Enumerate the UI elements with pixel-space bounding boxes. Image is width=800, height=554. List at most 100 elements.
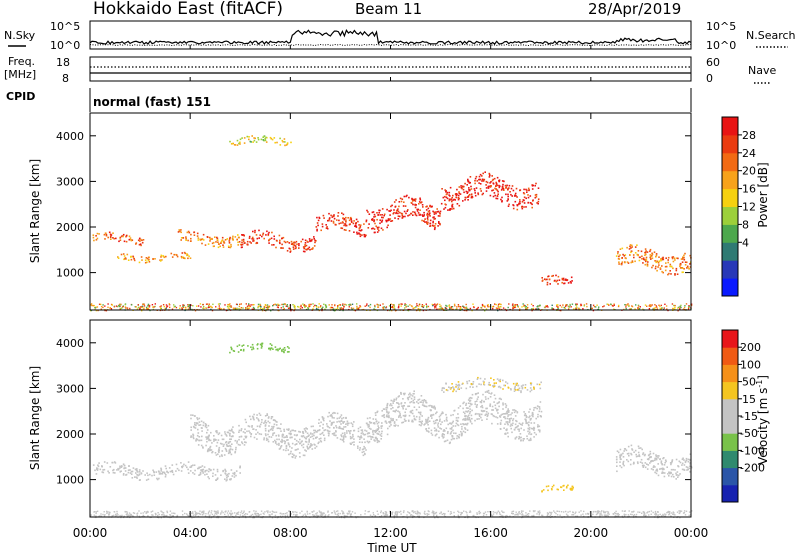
heatmap-cell [109,466,112,468]
heatmap-cell [392,400,394,402]
heatmap-cell [303,247,305,250]
heatmap-cell [689,254,691,257]
heatmap-cell [501,413,504,415]
heatmap-cell [159,306,161,308]
heatmap-cell [440,511,442,513]
heatmap-cell [238,431,240,433]
heatmap-cell [372,211,375,213]
heatmap-cell [331,304,333,306]
heatmap-cell [539,415,542,417]
heatmap-cell [467,180,470,183]
heatmap-cell [220,434,223,437]
heatmap-cell [508,418,511,420]
heatmap-cell [477,192,479,194]
heatmap-cell [380,432,383,435]
heatmap-cell [298,247,300,249]
heatmap-cell [168,304,171,306]
heatmap-cell [376,439,378,442]
heatmap-cell [148,256,150,259]
heatmap-cell [283,138,286,140]
heatmap-cell [338,420,340,423]
heatmap-cell [658,256,660,258]
heatmap-cell [268,421,271,424]
heatmap-cell [403,201,405,203]
heatmap-cell [469,408,471,410]
heatmap-cell [207,243,210,245]
heatmap-cell [466,417,469,420]
heatmap-cell [340,307,343,309]
heatmap-cell [664,461,666,464]
heatmap-cell [503,384,505,387]
heatmap-cell [258,433,261,435]
heatmap-cell [681,468,684,471]
heatmap-cell [299,431,302,433]
heatmap-cell [580,514,582,516]
heatmap-cell [464,417,467,420]
heatmap-cell [541,514,543,516]
heatmap-cell [480,416,482,419]
heatmap-cell [128,465,130,467]
heatmap-cell [388,305,391,307]
heatmap-cell [353,220,355,222]
heatmap-cell [516,420,518,423]
heatmap-cell [310,303,312,306]
heatmap-cell [482,410,485,412]
heatmap-cell [376,212,378,214]
heatmap-cell [251,135,253,137]
heatmap-cell [515,511,517,513]
heatmap-cell [506,410,509,412]
heatmap-cell [391,512,393,514]
heatmap-cell [283,240,286,243]
heatmap-cell [504,432,507,435]
heatmap-cell [516,196,518,198]
heatmap-cell [301,440,303,442]
heatmap-cell [516,425,519,428]
heatmap-cell [409,411,412,413]
heatmap-cell [500,414,503,416]
heatmap-cell [318,438,321,440]
heatmap-cell [206,236,209,238]
heatmap-cell [502,404,504,406]
heatmap-cell [596,304,598,306]
heatmap-cell [116,512,118,515]
heatmap-cell [390,419,393,421]
heatmap-cell [337,306,339,308]
heatmap-cell [284,440,287,443]
heatmap-cell [468,193,471,196]
heatmap-cell [400,416,402,419]
heatmap-cell [324,429,327,431]
heatmap-cell [465,510,467,513]
heatmap-cell [187,468,189,471]
heatmap-cell [474,189,476,192]
heatmap-cell [278,444,280,446]
heatmap-cell [205,444,207,447]
heatmap-cell [677,306,680,309]
heatmap-cell [506,184,508,187]
heatmap-cell [557,306,559,308]
heatmap-cell [381,410,383,412]
heatmap-cell [419,214,421,216]
heatmap-cell [439,213,441,215]
heatmap-cell [113,511,115,513]
heatmap-cell [682,457,684,460]
heatmap-cell [469,307,472,310]
heatmap-cell [503,416,505,418]
heatmap-cell [218,451,220,453]
heatmap-cell [445,418,448,421]
heatmap-cell [571,488,574,490]
heatmap-cell [223,242,226,244]
heatmap-cell [665,265,668,268]
heatmap-cell [160,305,162,307]
heatmap-cell [202,303,204,306]
heatmap-cell [631,261,634,263]
heatmap-cell [130,473,133,475]
heatmap-cell [498,306,500,308]
heatmap-cell [683,469,686,471]
heatmap-cell [667,256,670,259]
heatmap-cell [96,468,98,470]
heatmap-cell [499,378,502,381]
heatmap-cell [144,474,146,476]
heatmap-cell [395,199,397,201]
heatmap-cell [224,513,226,516]
heatmap-cell [551,275,553,277]
